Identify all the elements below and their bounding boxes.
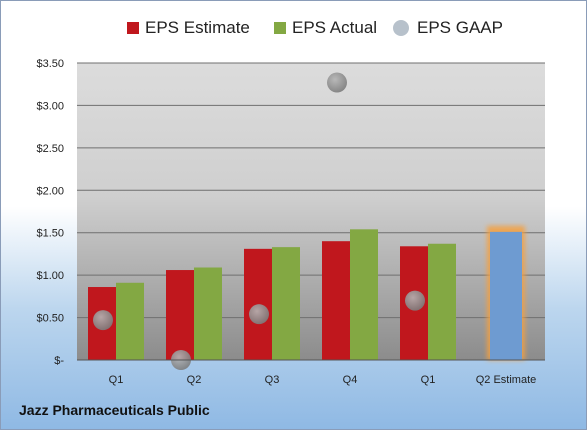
bar-eps-estimate-next bbox=[490, 231, 522, 360]
bar-eps-actual bbox=[194, 267, 222, 360]
legend-item-eps-gaap: EPS GAAP bbox=[393, 18, 503, 38]
legend-swatch-eps-estimate bbox=[127, 22, 139, 34]
x-tick-label: Q1 bbox=[421, 374, 436, 386]
point-eps-gaap bbox=[249, 304, 269, 325]
legend-item-eps-actual: EPS Actual bbox=[274, 18, 377, 38]
bar-eps-actual bbox=[428, 243, 456, 360]
bar-eps-estimate bbox=[166, 270, 194, 360]
x-tick-label: Q1 bbox=[109, 374, 124, 386]
bar-eps-estimate bbox=[322, 241, 350, 360]
point-eps-gaap bbox=[405, 290, 425, 311]
point-eps-gaap bbox=[327, 72, 347, 93]
legend-label-eps-estimate: EPS Estimate bbox=[145, 18, 250, 37]
legend-swatch-eps-actual bbox=[274, 22, 286, 34]
legend-item-eps-estimate: EPS Estimate bbox=[127, 18, 250, 38]
legend-label-eps-actual: EPS Actual bbox=[292, 18, 378, 37]
x-tick-label: Q2 Estimate bbox=[476, 374, 537, 386]
y-tick-label: $3.50 bbox=[36, 58, 64, 70]
legend: EPS Estimate EPS Actual EPS GAAP bbox=[1, 18, 586, 42]
company-name: Jazz Pharmaceuticals Public bbox=[19, 402, 210, 418]
y-tick-label: $1.00 bbox=[36, 270, 64, 282]
y-tick-label: $2.50 bbox=[36, 143, 64, 155]
y-tick-label: $0.50 bbox=[36, 313, 64, 325]
y-tick-label: $1.50 bbox=[36, 228, 64, 240]
point-eps-gaap bbox=[93, 310, 113, 331]
bar-eps-actual bbox=[350, 229, 378, 360]
y-tick-label: $2.00 bbox=[36, 185, 64, 197]
y-tick-label: $3.00 bbox=[36, 100, 64, 112]
y-tick-label: $- bbox=[54, 355, 64, 367]
x-tick-label: Q3 bbox=[265, 374, 280, 386]
x-tick-label: Q4 bbox=[343, 374, 358, 386]
legend-marker-eps-gaap bbox=[393, 20, 409, 36]
bar-eps-actual bbox=[272, 247, 300, 360]
legend-label-eps-gaap: EPS GAAP bbox=[417, 18, 503, 37]
x-tick-label: Q2 bbox=[187, 374, 202, 386]
bar-eps-actual bbox=[116, 282, 144, 360]
plot-area bbox=[77, 63, 545, 360]
